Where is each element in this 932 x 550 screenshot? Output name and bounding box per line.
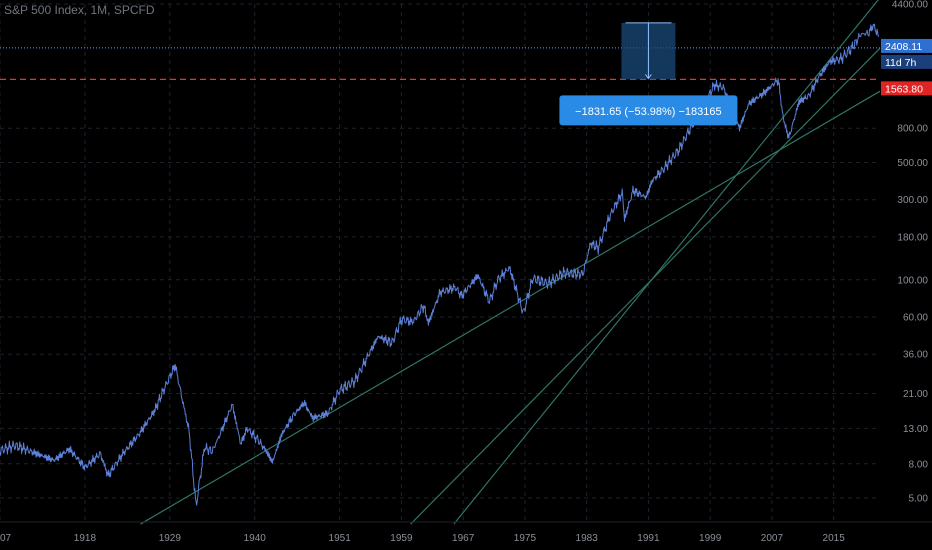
x-tick-label: 1959 [390, 533, 413, 544]
time-axis: 1907 1918 1929 1940 1951 1959 1967 1975 1983 1991… [0, 521, 932, 544]
measure-label-bg [559, 95, 738, 126]
x-tick-label: 2007 [761, 533, 784, 544]
y-tick-label: 13.00 [903, 424, 928, 435]
x-tick-label: 1940 [244, 533, 267, 544]
y-tick-label: 100.00 [897, 275, 928, 286]
chart-grid [0, 3, 880, 522]
y-tick-label: 500.00 [897, 158, 928, 169]
x-tick-label: 1951 [329, 533, 352, 544]
x-tick-label: 1991 [637, 533, 660, 544]
y-tick-label: 36.00 [903, 350, 928, 361]
price-axis: 4400.00 800.00 500.00 300.00 180.00 100.00 60.… [881, 0, 932, 505]
y-tick-label: 180.00 [897, 232, 928, 243]
y-tick-label: 300.00 [897, 195, 928, 206]
y-tick-label: 60.00 [903, 312, 928, 323]
countdown-tag: 11d 7h [885, 57, 916, 69]
x-tick-label: 2015 [823, 533, 846, 544]
x-tick-label: 1929 [159, 533, 182, 544]
trend-line-1 [140, 90, 881, 525]
x-tick-label: 1983 [576, 533, 599, 544]
trend-lines [140, 0, 881, 525]
measure-label: −1831.65 (−53.98%) −183165 [575, 106, 722, 118]
measure-tool: −1831.65 (−53.98%) −183165 [559, 22, 738, 126]
current-price-tag: 2408.11 [885, 41, 922, 53]
x-tick-label: 1918 [74, 533, 97, 544]
y-tick-label: 5.00 [909, 494, 929, 505]
red-level-tag: 1563.80 [885, 83, 923, 95]
trend-line-2 [410, 47, 881, 525]
chart-title: S&P 500 Index, 1M, SPCFD [4, 3, 155, 17]
countdown-tag-bg [881, 54, 932, 69]
x-tick-label: 1907 [0, 533, 12, 544]
price-series [0, 23, 879, 506]
horizontal-levels [0, 47, 880, 80]
x-tick-label: 1999 [699, 533, 722, 544]
trend-line-3 [453, 0, 879, 525]
x-tick-label: 1975 [514, 533, 537, 544]
y-tick-label: 21.00 [903, 389, 928, 400]
current-price-tag-bg [881, 38, 932, 53]
price-line [0, 23, 879, 506]
y-tick-label: 8.00 [909, 459, 929, 470]
red-level-tag-bg [881, 81, 932, 96]
measure-arrow-head [645, 74, 652, 80]
y-tick-label: 800.00 [897, 124, 928, 135]
y-tick-label: 4400.00 [892, 0, 929, 11]
x-tick-label: 1967 [452, 533, 475, 544]
